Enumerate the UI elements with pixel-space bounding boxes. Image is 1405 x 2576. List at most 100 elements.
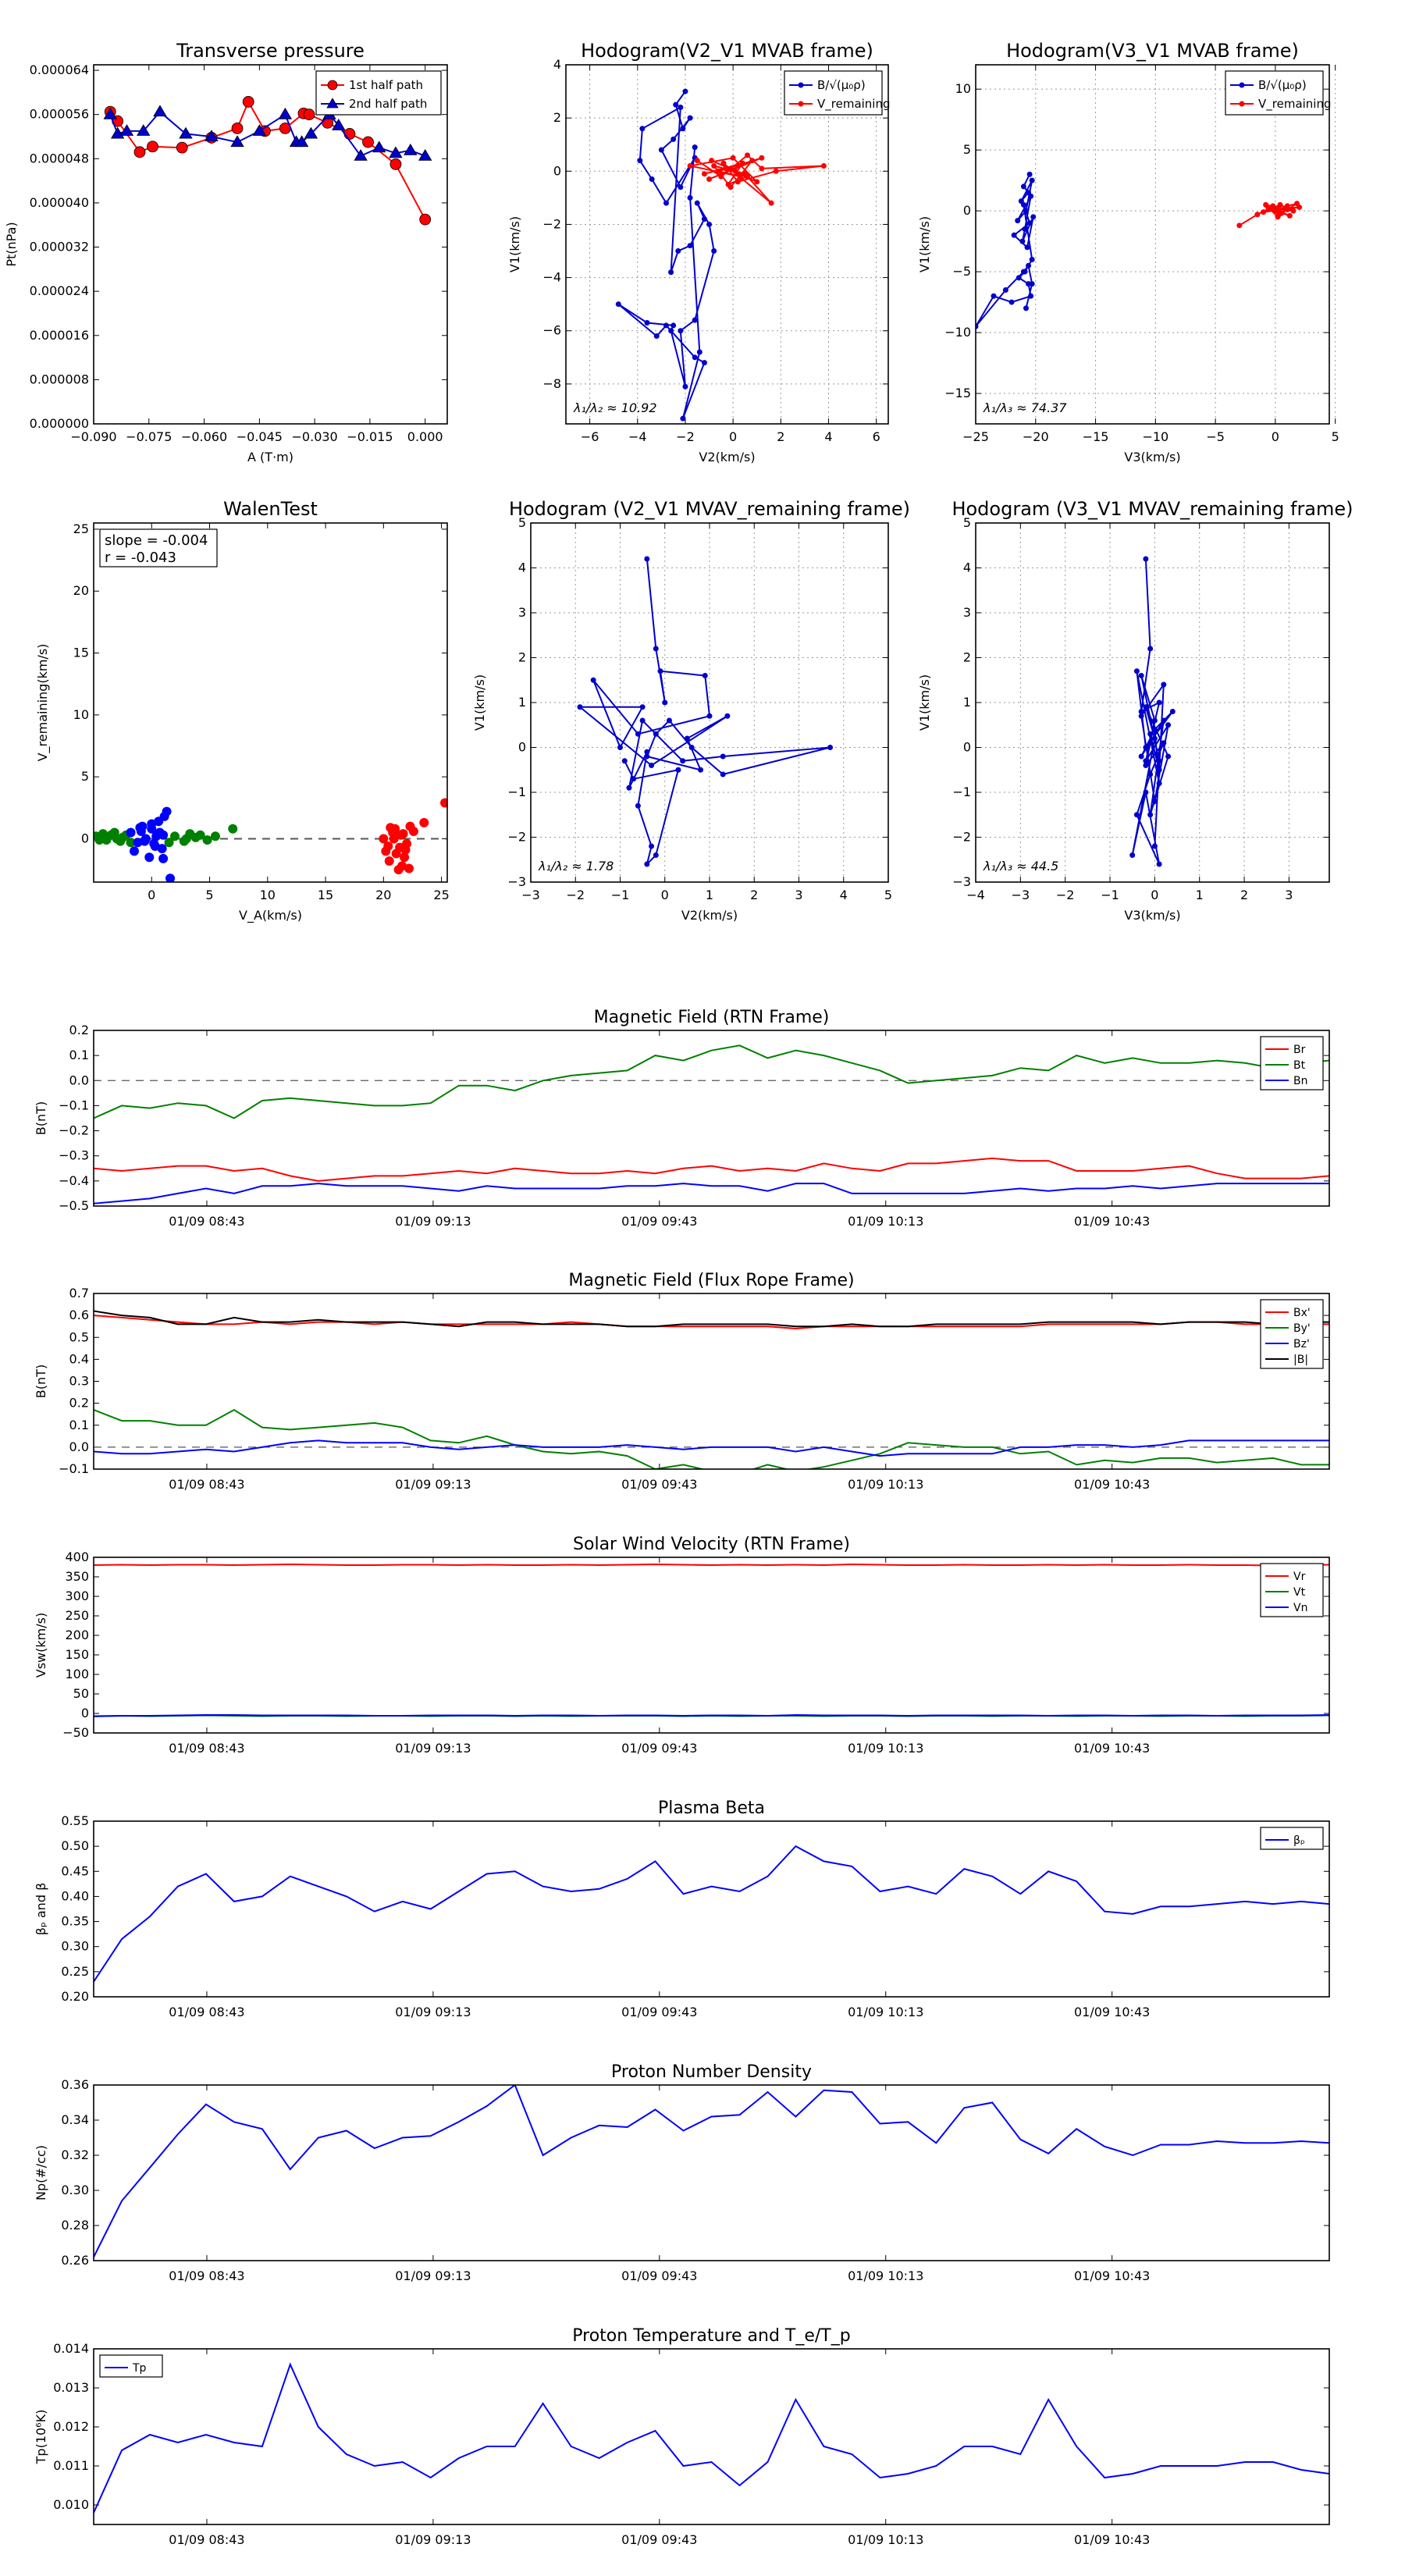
data-point <box>389 834 399 844</box>
data-point <box>1026 220 1033 226</box>
plot-area <box>577 556 834 867</box>
y-tick-label: 3 <box>963 605 971 620</box>
data-point <box>1028 193 1034 199</box>
y-tick-label: 0.1 <box>69 1418 89 1432</box>
x-tick-label: 01/09 08:43 <box>169 1477 244 1492</box>
data-point <box>137 124 151 136</box>
data-point <box>202 835 212 845</box>
x-tick-label: 01/09 10:43 <box>1074 1741 1150 1756</box>
data-point <box>701 360 707 366</box>
x-tick-label: −25 <box>962 429 989 444</box>
data-point <box>1029 177 1035 183</box>
y-tick-label: −5 <box>952 264 971 279</box>
y-tick-label: 1 <box>963 695 971 710</box>
data-point <box>404 143 418 155</box>
data-point <box>1151 843 1158 849</box>
data-point <box>692 144 698 151</box>
y-tick-label: −50 <box>62 1725 89 1740</box>
plot-frame <box>93 1293 1330 1470</box>
data-point <box>379 834 389 844</box>
data-point <box>354 148 368 161</box>
legend-marker <box>1239 82 1245 88</box>
legend-box <box>1260 1299 1324 1369</box>
data-point <box>692 317 698 323</box>
x-tick-label: 4 <box>840 888 848 902</box>
data-point <box>658 147 664 153</box>
plot-frame <box>530 522 889 883</box>
y-tick-label: −8 <box>542 376 561 391</box>
chart-title: Hodogram (V2_V1 MVAV_remaining frame) <box>509 498 910 520</box>
data-point <box>694 200 700 206</box>
legend-label: Br <box>1293 1044 1306 1056</box>
x-tick-label: −3 <box>1012 888 1030 902</box>
data-point <box>644 753 650 760</box>
data-point <box>644 556 650 562</box>
legend-label: Bt <box>1293 1059 1306 1072</box>
x-tick-label: −1 <box>1101 888 1119 902</box>
data-point <box>1143 704 1149 710</box>
chart-7: Magnetic Field (RTN Frame) −0.5 −0.4 −0.3 −0… <box>34 1008 1330 1229</box>
data-point <box>1008 299 1015 305</box>
data-point <box>133 146 146 158</box>
chart-11: Proton Number Density 0.26 0.28 0.30 0.32 0.3… <box>34 2062 1330 2283</box>
y-tick-label: 150 <box>65 1647 89 1662</box>
legend-label: 2nd half path <box>349 97 427 111</box>
chart-title: Hodogram(V2_V1 MVAB frame) <box>581 40 873 62</box>
y-axis-label: Tp(10⁶K) <box>34 2410 48 2465</box>
x-tick-label: −2 <box>676 429 695 444</box>
data-point <box>644 749 650 755</box>
legend-text: r = -0.043 <box>105 550 176 566</box>
legend-box <box>1225 70 1324 116</box>
series-line <box>976 173 1034 327</box>
y-tick-label: −6 <box>542 323 561 338</box>
chart-title: Hodogram(V3_V1 MVAB frame) <box>1006 40 1299 62</box>
legend-box <box>1260 1036 1324 1091</box>
y-tick-label: −2 <box>542 216 561 231</box>
x-tick-label: −0.060 <box>181 429 227 444</box>
y-tick-label: 0.6 <box>69 1308 89 1322</box>
data-point <box>1020 269 1026 275</box>
data-point <box>1147 731 1154 737</box>
data-point <box>768 200 774 206</box>
data-point <box>1022 226 1028 233</box>
chart-10: Plasma Beta 0.20 0.25 0.30 0.35 0.40 0.45 0.50 0… <box>34 1799 1330 2019</box>
y-tick-label: 0.1 <box>69 1048 89 1062</box>
data-point <box>1169 709 1176 714</box>
legend-marker <box>798 82 804 88</box>
data-point <box>735 179 741 185</box>
data-point <box>675 767 681 773</box>
data-point <box>1161 717 1167 724</box>
y-tick-label: 0.30 <box>61 1939 89 1954</box>
x-axis-label: V3(km/s) <box>1124 908 1180 923</box>
y-axis-label: V1(km/s) <box>472 674 487 731</box>
data-point <box>135 823 145 833</box>
chart-title: Magnetic Field (Flux Rope Frame) <box>568 1271 854 1290</box>
plot-frame <box>93 2084 1330 2261</box>
data-point <box>668 269 674 276</box>
x-tick-label: 01/09 10:43 <box>1074 2005 1150 2019</box>
data-point <box>389 158 402 170</box>
x-tick-label: 01/09 10:13 <box>848 1214 923 1229</box>
data-point <box>1129 852 1136 858</box>
x-tick-label: 10 <box>260 888 276 902</box>
y-axis-label: V1(km/s) <box>917 674 932 731</box>
legend: Tp <box>99 2354 163 2378</box>
data-point <box>687 162 693 169</box>
data-point <box>179 126 193 139</box>
data-point <box>720 753 726 760</box>
plot-frame <box>93 1557 1330 1734</box>
x-tick-label: −0.075 <box>126 429 172 444</box>
x-tick-label: 5 <box>205 888 213 902</box>
series-v-remaining <box>1236 201 1303 229</box>
legend-text: slope = -0.004 <box>105 532 208 549</box>
data-point <box>1143 556 1149 562</box>
data-point <box>1023 208 1029 214</box>
data-point <box>678 328 684 334</box>
x-tick-label: 01/09 10:13 <box>848 1741 923 1756</box>
data-point <box>749 158 756 164</box>
legend-label: |B| <box>1293 1354 1308 1366</box>
data-point <box>639 704 646 710</box>
data-point <box>1276 212 1282 218</box>
data-point <box>1143 745 1149 750</box>
